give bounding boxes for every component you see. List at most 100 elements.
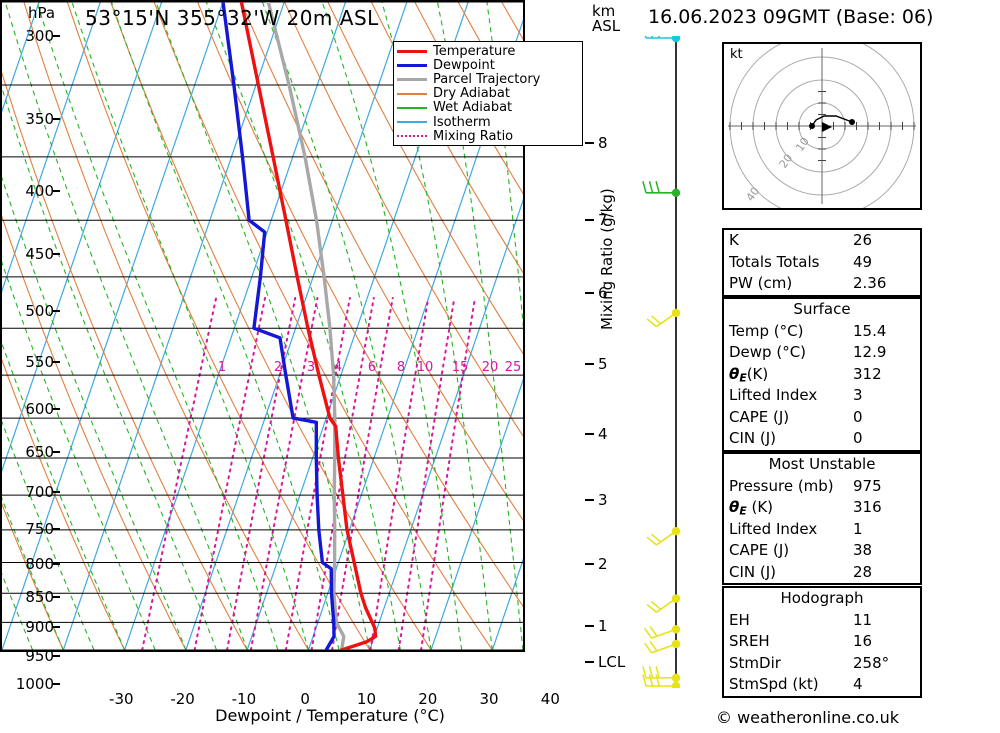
pressure-tick-label: 500	[25, 301, 54, 320]
pressure-tick-mark	[53, 361, 60, 364]
run-datetime-title: 16.06.2023 09GMT (Base: 06)	[648, 6, 934, 28]
table-row-key: CIN (J)	[729, 429, 777, 447]
pressure-tick-mark	[53, 491, 60, 494]
table-row-key: PW (cm)	[729, 274, 793, 292]
height-tick-mark	[585, 218, 594, 221]
height-tick-label: 1	[598, 617, 608, 636]
wind-barb-shaft	[651, 628, 677, 639]
table-row-key: CIN (J)	[729, 562, 777, 581]
wind-barb-flag	[649, 625, 658, 637]
pressure-tick-mark	[53, 117, 60, 120]
wind-barb-flag	[650, 315, 662, 325]
pressure-axis-unit-label: hPa	[28, 4, 56, 22]
height-tick-label: 5	[598, 355, 608, 374]
hodograph-unit-label: kt	[730, 47, 743, 62]
most-unstable-table: Most Unstable Pressure (mb) 975 θE (K) 316 Li…	[722, 452, 922, 585]
pressure-tick-mark	[53, 408, 60, 411]
pressure-tick-mark	[53, 35, 60, 37]
mixing-ratio-axis-title: Mixing Ratio (g/kg)	[598, 188, 616, 330]
table-row-value: 15.4	[853, 321, 887, 340]
legend-label: Mixing Ratio	[433, 128, 514, 144]
wind-barb-flag	[642, 666, 647, 679]
table-row: EH 11	[724, 610, 920, 632]
wind-barb-flag	[655, 674, 660, 687]
table-row: Lifted Index 3	[724, 385, 920, 407]
temperature-tick-label: -30	[109, 690, 134, 708]
table-row: K 26	[724, 230, 920, 252]
parcel-trajectory-trace	[266, 2, 346, 650]
lcl-label: LCL	[598, 653, 626, 672]
height-tick-mark	[585, 625, 594, 628]
table-row-value: 316	[853, 498, 882, 516]
table-row: Dewp (°C) 12.9	[724, 342, 920, 364]
height-tick-mark	[585, 562, 594, 565]
height-tick-label: 7	[598, 210, 608, 229]
legend-item: Wet Adiabat	[397, 101, 579, 115]
legend-label: Parcel Trajectory	[433, 71, 541, 87]
temperature-tick-label: 10	[356, 690, 377, 708]
table-row-value: 38	[853, 541, 873, 559]
pressure-tick-label: 650	[25, 443, 54, 462]
table-row-value: 3	[853, 386, 863, 404]
height-tick-label: 2	[598, 554, 608, 573]
pressure-tick-label: 850	[25, 587, 54, 606]
legend-swatch-parcel-trajectory	[397, 77, 427, 81]
wind-barb-shaft	[655, 597, 677, 613]
pressure-tick-label: 950	[25, 647, 54, 666]
table-heading: Hodograph	[780, 589, 864, 607]
table-row: Temp (°C) 15.4	[724, 321, 920, 343]
wind-barb-flag	[655, 181, 660, 194]
table-row: Pressure (mb) 975	[724, 476, 920, 498]
wind-barb-flag	[642, 26, 647, 39]
mixing-ratio-label: 1	[218, 360, 226, 375]
copyright-credit: © weatheronline.co.uk	[716, 708, 899, 727]
table-row-value: 4	[853, 675, 863, 693]
height-tick-label: 4	[598, 424, 608, 443]
legend-swatch-temperature	[397, 49, 427, 53]
legend-item: Temperature	[397, 44, 579, 58]
pressure-tick-mark	[53, 309, 60, 312]
wind-barb-flag	[650, 533, 662, 543]
height-tick-label: 3	[598, 490, 608, 509]
mixing-ratio-label: 10	[417, 360, 434, 375]
table-row: CIN (J) 0	[724, 428, 920, 450]
mixing-ratio-labels: 1 2 3 4 6 8 10 15 20 25	[218, 360, 521, 375]
wind-barb-point	[671, 33, 681, 43]
pressure-tick-label: 1000	[15, 675, 54, 693]
pressure-tick-mark	[53, 626, 60, 629]
hodograph-ring-label: 40	[744, 185, 763, 204]
table-row-value: 2.36	[853, 274, 887, 292]
table-row-key: SREH	[729, 632, 770, 650]
temperature-tick-label: 20	[418, 690, 438, 708]
pressure-tick-label: 700	[25, 483, 54, 502]
pressure-tick-label: 550	[25, 353, 54, 372]
hodograph-ring-label: 10	[793, 135, 812, 154]
table-row-value: 258°	[853, 653, 890, 672]
wind-barb-flag	[642, 674, 647, 687]
wind-barb-flag	[646, 604, 657, 613]
isobar-lines	[2, 2, 523, 650]
hodograph-panel: kt 10 20 40	[722, 33, 922, 219]
table-row-value: 28	[853, 562, 873, 581]
mixing-ratio-label: 15	[452, 360, 469, 375]
wind-barb-flag	[655, 666, 660, 679]
legend-label: Dry Adiabat	[433, 86, 510, 102]
mixing-ratio-label: 6	[368, 360, 376, 375]
pressure-tick-label: 450	[25, 245, 54, 264]
table-row: CAPE (J) 0	[724, 407, 920, 429]
table-row-key: Pressure (mb)	[729, 476, 834, 495]
wind-barb-flag	[646, 536, 657, 546]
legend-swatch-isotherm	[397, 121, 427, 124]
table-heading: Most Unstable	[768, 455, 876, 473]
legend-item: Dewpoint	[397, 58, 579, 72]
table-row-key: K	[729, 231, 739, 249]
height-tick-mark	[585, 142, 594, 145]
hodograph-point	[809, 123, 815, 129]
height-tick-label: 8	[598, 134, 608, 153]
dewpoint-trace	[221, 2, 336, 650]
pressure-tick-mark	[53, 528, 60, 531]
mixing-ratio-label: 20	[482, 360, 499, 375]
lcl-tick-mark	[585, 661, 594, 664]
height-tick-mark	[585, 432, 594, 435]
height-tick-mark	[585, 363, 594, 366]
